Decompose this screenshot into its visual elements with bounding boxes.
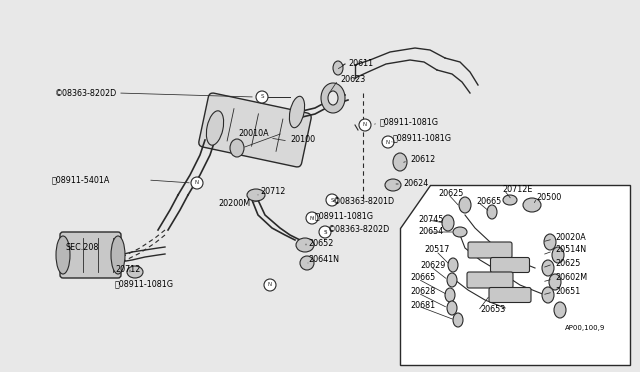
- Ellipse shape: [230, 139, 244, 157]
- Text: S: S: [330, 198, 333, 202]
- Text: 20745: 20745: [418, 215, 444, 224]
- Text: 20712E: 20712E: [502, 185, 532, 193]
- Text: ©08363-8201D: ©08363-8201D: [333, 198, 395, 206]
- Ellipse shape: [393, 153, 407, 171]
- Circle shape: [326, 194, 338, 206]
- Text: ⓝ08911-1081G: ⓝ08911-1081G: [380, 118, 439, 126]
- Text: 20654: 20654: [418, 227, 444, 235]
- Text: 20625: 20625: [555, 259, 580, 267]
- Text: N: N: [268, 282, 272, 288]
- Text: 20651: 20651: [555, 286, 580, 295]
- Text: ⓝ08911-1081G: ⓝ08911-1081G: [115, 279, 174, 289]
- Ellipse shape: [447, 273, 457, 287]
- Ellipse shape: [542, 287, 554, 303]
- Ellipse shape: [554, 302, 566, 318]
- Text: S: S: [323, 230, 327, 234]
- FancyBboxPatch shape: [489, 288, 531, 302]
- FancyBboxPatch shape: [199, 93, 311, 167]
- Text: N: N: [386, 140, 390, 144]
- Text: 20652: 20652: [308, 238, 333, 247]
- Text: 20514N: 20514N: [555, 246, 586, 254]
- FancyBboxPatch shape: [60, 232, 121, 278]
- Text: 20625: 20625: [438, 189, 463, 199]
- Text: ⓝ08911-1081G: ⓝ08911-1081G: [393, 134, 452, 142]
- Ellipse shape: [447, 301, 457, 315]
- Text: 20628: 20628: [410, 288, 435, 296]
- Ellipse shape: [445, 288, 455, 302]
- Text: 20712: 20712: [115, 266, 140, 275]
- Ellipse shape: [453, 227, 467, 237]
- Text: ©08363-8202D: ©08363-8202D: [55, 89, 117, 97]
- Circle shape: [191, 177, 203, 189]
- Text: N: N: [195, 180, 199, 186]
- Ellipse shape: [448, 258, 458, 272]
- Circle shape: [306, 212, 318, 224]
- Circle shape: [300, 256, 314, 270]
- FancyBboxPatch shape: [490, 257, 529, 273]
- FancyBboxPatch shape: [468, 242, 512, 258]
- Text: 20665: 20665: [476, 196, 501, 205]
- Ellipse shape: [333, 61, 343, 75]
- Text: 20611: 20611: [348, 58, 373, 67]
- Ellipse shape: [552, 247, 564, 263]
- Text: 20020A: 20020A: [555, 234, 586, 243]
- Circle shape: [256, 91, 268, 103]
- Text: N: N: [363, 122, 367, 128]
- Text: 20500: 20500: [536, 192, 561, 202]
- Text: 20712: 20712: [260, 186, 285, 196]
- Text: 20612: 20612: [410, 155, 435, 164]
- Text: ©08363-8202D: ©08363-8202D: [328, 225, 390, 234]
- Text: 20623: 20623: [340, 74, 365, 83]
- Text: ⓝ08911-5401A: ⓝ08911-5401A: [52, 176, 110, 185]
- Ellipse shape: [328, 91, 338, 105]
- Circle shape: [319, 226, 331, 238]
- Ellipse shape: [542, 260, 554, 276]
- Text: 20641N: 20641N: [308, 256, 339, 264]
- Ellipse shape: [442, 215, 454, 231]
- FancyBboxPatch shape: [467, 272, 513, 288]
- Ellipse shape: [385, 179, 401, 191]
- Circle shape: [382, 136, 394, 148]
- Ellipse shape: [111, 236, 125, 274]
- Text: AP00,100,9: AP00,100,9: [565, 325, 605, 331]
- Circle shape: [359, 119, 371, 131]
- Ellipse shape: [487, 205, 497, 219]
- Ellipse shape: [56, 236, 70, 274]
- Text: N: N: [310, 215, 314, 221]
- Ellipse shape: [549, 274, 561, 290]
- Text: 20629: 20629: [420, 260, 445, 269]
- Text: ⓝ08911-1081G: ⓝ08911-1081G: [315, 212, 374, 221]
- Text: 20100: 20100: [290, 135, 315, 144]
- Ellipse shape: [459, 197, 471, 213]
- Text: S: S: [260, 94, 264, 99]
- Ellipse shape: [453, 313, 463, 327]
- Text: 20665: 20665: [410, 273, 435, 282]
- Ellipse shape: [127, 266, 143, 278]
- Text: SEC.208: SEC.208: [65, 244, 99, 253]
- Ellipse shape: [523, 198, 541, 212]
- Circle shape: [264, 279, 276, 291]
- Ellipse shape: [503, 195, 517, 205]
- Polygon shape: [400, 185, 630, 365]
- Text: 20010A: 20010A: [238, 128, 269, 138]
- Text: 20681: 20681: [410, 301, 435, 310]
- Ellipse shape: [544, 234, 556, 250]
- Ellipse shape: [247, 189, 265, 201]
- Ellipse shape: [321, 83, 345, 113]
- Text: 20624: 20624: [403, 179, 428, 187]
- Text: 20653: 20653: [480, 305, 505, 314]
- Ellipse shape: [289, 96, 305, 128]
- Text: 20200M: 20200M: [218, 199, 250, 208]
- Text: 20517: 20517: [424, 246, 449, 254]
- Text: 20602M: 20602M: [555, 273, 587, 282]
- Ellipse shape: [206, 111, 223, 145]
- Ellipse shape: [296, 238, 314, 252]
